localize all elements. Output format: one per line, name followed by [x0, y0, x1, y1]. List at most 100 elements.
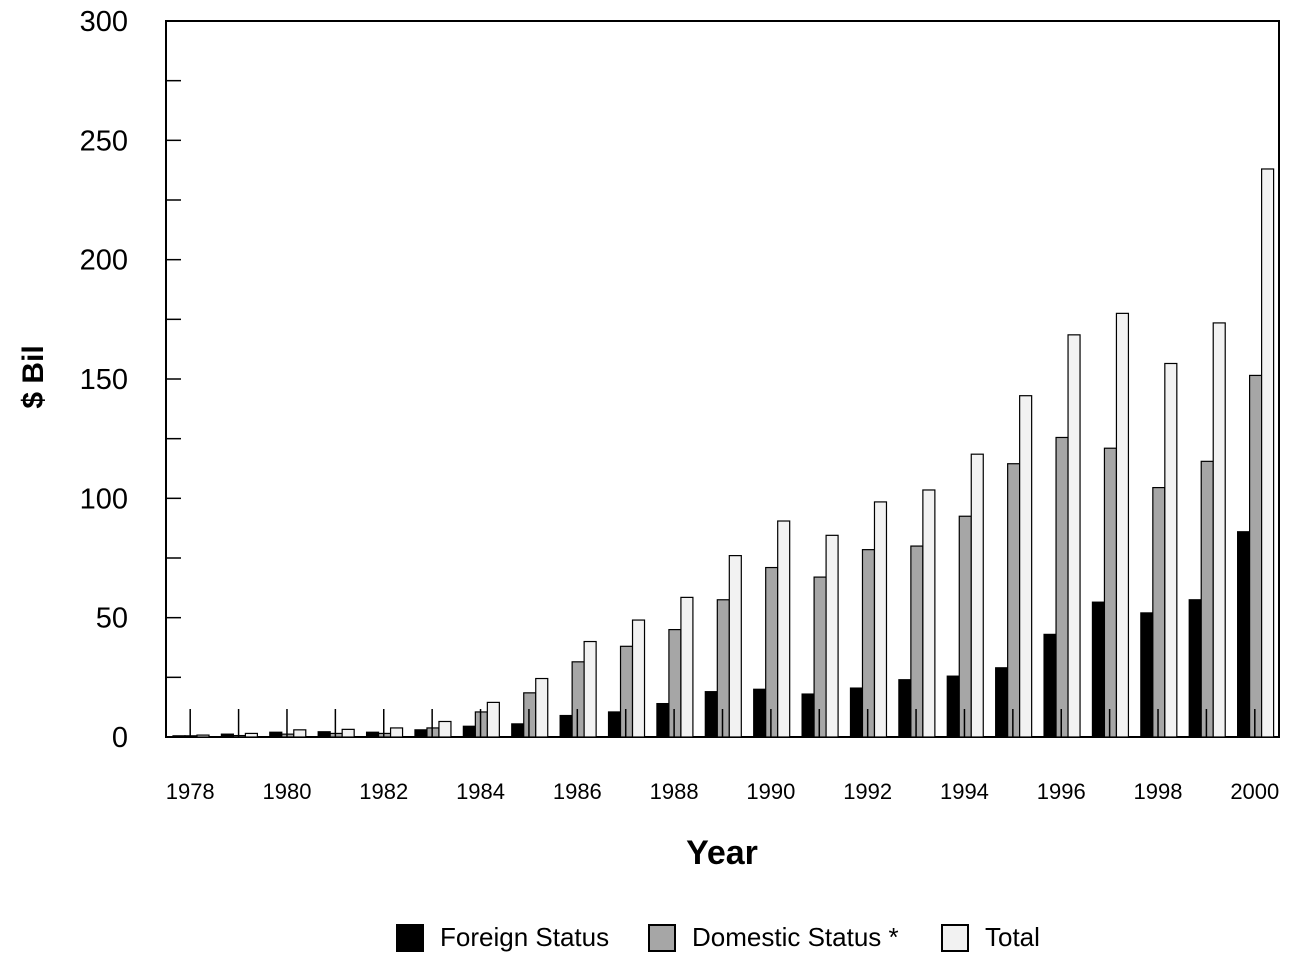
bar-foreign-status-1983: [414, 729, 428, 738]
bar-foreign-status-1999: [1188, 599, 1202, 738]
bar-foreign-status-1984: [462, 725, 476, 738]
bar-total-1988: [680, 596, 694, 738]
bar-domestic-status-1986: [571, 661, 585, 738]
x-tick-label: 1994: [940, 779, 989, 804]
x-tick-label: 1988: [650, 779, 699, 804]
bar-total-1978: [196, 734, 210, 738]
x-tick-label: 1998: [1134, 779, 1183, 804]
bar-foreign-status-1980: [269, 731, 283, 738]
legend-label-total: Total: [985, 922, 1040, 952]
legend-swatch-total: [941, 923, 969, 952]
bar-foreign-status-1993: [898, 679, 912, 738]
x-tick-label: 1978: [166, 779, 215, 804]
legend-swatch-domestic: [648, 923, 676, 952]
bar-total-1981: [341, 728, 355, 738]
legend-label-foreign: Foreign Status: [440, 922, 610, 952]
bar-domestic-status-1999: [1200, 460, 1214, 738]
bar-foreign-status-1995: [995, 667, 1009, 738]
bar-domestic-status-1992: [861, 549, 876, 738]
x-tick-label: 2000: [1230, 779, 1279, 804]
bar-foreign-status-1978: [172, 735, 186, 738]
bar-total-1998: [1164, 362, 1178, 738]
bar-total-1983: [438, 720, 452, 738]
bar-domestic-status-1980: [281, 733, 295, 738]
bar-domestic-status-1982: [377, 732, 392, 738]
bar-total-1987: [631, 619, 646, 738]
x-tick-label: 1990: [746, 779, 795, 804]
x-tick-label: 1984: [456, 779, 505, 804]
bar-domestic-status-2000: [1249, 374, 1263, 738]
y-tick-label: 200: [80, 245, 128, 277]
bar-domestic-status-1995: [1007, 463, 1021, 738]
bar-domestic-status-1989: [716, 599, 730, 738]
bar-domestic-status-1985: [523, 692, 537, 738]
x-tick-label: 1980: [263, 779, 312, 804]
bar-domestic-status-1993: [910, 545, 924, 738]
bar-total-1992: [873, 501, 888, 738]
y-tick-label: 50: [96, 603, 128, 635]
bar-domestic-status-1990: [765, 566, 779, 738]
bar-total-1982: [389, 727, 404, 738]
bar-foreign-status-1994: [946, 675, 960, 738]
bar-domestic-status-1979: [232, 734, 246, 738]
plot-area: 0 50 100 150 200 250 300 1978 1980 1982 1984 1986 19…: [80, 6, 1280, 804]
bar-foreign-status-1987: [607, 711, 622, 738]
bar-foreign-status-1992: [849, 687, 864, 738]
bar-foreign-status-1997: [1091, 601, 1106, 738]
x-tick-label: 1992: [843, 779, 892, 804]
bar-total-1990: [777, 520, 791, 738]
bar-foreign-status-1985: [511, 723, 525, 738]
bar-domestic-status-1987: [619, 645, 634, 738]
bar-foreign-status-1986: [559, 714, 573, 738]
bar-total-1993: [922, 489, 936, 738]
bar-total-1994: [970, 453, 984, 738]
legend-label-domestic: Domestic Status *: [692, 922, 899, 952]
bar-domestic-status-1996: [1055, 436, 1069, 738]
x-tick-label: 1986: [553, 779, 602, 804]
bar-foreign-status-2000: [1237, 531, 1251, 738]
y-axis-title: $ Bil: [17, 345, 50, 408]
bar-foreign-status-1989: [704, 691, 718, 738]
bar-domestic-status-1981: [329, 732, 343, 738]
bar-foreign-status-1981: [317, 731, 331, 738]
bar-total-1986: [583, 640, 597, 738]
bar-total-1979: [244, 732, 258, 738]
legend-item-foreign: Foreign Status: [396, 922, 609, 953]
bar-total-1995: [1019, 395, 1033, 738]
legend: Foreign Status Domestic Status * Total: [0, 922, 1296, 962]
bar-foreign-status-1991: [801, 693, 815, 738]
bar-domestic-status-1997: [1103, 447, 1118, 738]
bar-total-2000: [1261, 168, 1275, 738]
bar-foreign-status-1988: [656, 702, 670, 738]
bar-domestic-status-1983: [426, 727, 440, 738]
y-tick-label: 250: [80, 125, 128, 157]
x-tick-label: 1982: [359, 779, 408, 804]
bar-total-1989: [728, 555, 742, 738]
bar-domestic-status-1994: [958, 515, 972, 738]
bar-domestic-status-1991: [813, 576, 827, 738]
bar-domestic-status-1998: [1152, 486, 1166, 738]
bar-foreign-status-1990: [753, 688, 767, 738]
bar-total-1996: [1067, 334, 1081, 738]
bar-domestic-status-1988: [668, 628, 682, 738]
bar-domestic-status-1978: [184, 735, 198, 738]
legend-item-total: Total: [941, 922, 1040, 953]
bar-total-1980: [293, 729, 307, 738]
y-tick-label: 300: [80, 6, 128, 38]
bar-foreign-status-1979: [220, 733, 234, 738]
bar-total-1997: [1115, 312, 1130, 738]
y-tick-label: 100: [80, 483, 128, 515]
x-tick-label: 1996: [1037, 779, 1086, 804]
bar-total-1999: [1212, 322, 1226, 738]
legend-swatch-foreign: [396, 923, 424, 952]
bar-foreign-status-1996: [1043, 633, 1057, 738]
legend-item-domestic: Domestic Status *: [648, 922, 899, 953]
bar-total-1985: [535, 677, 549, 738]
bar-domestic-status-1984: [474, 711, 488, 738]
bar-foreign-status-1998: [1140, 612, 1154, 738]
y-tick-label: 150: [80, 364, 128, 396]
x-axis-title: Year: [686, 834, 758, 872]
y-tick-label: 0: [112, 722, 128, 754]
bar-foreign-status-1982: [365, 731, 380, 738]
bar-total-1984: [486, 701, 500, 738]
